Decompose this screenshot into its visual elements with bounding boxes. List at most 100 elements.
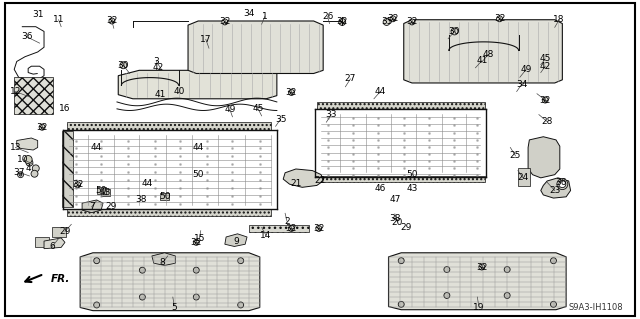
Text: 18: 18	[554, 15, 565, 24]
Text: 34: 34	[516, 80, 527, 89]
Bar	[248, 225, 309, 232]
Circle shape	[559, 181, 566, 188]
Bar	[317, 102, 485, 108]
Circle shape	[93, 258, 100, 264]
Bar	[62, 131, 73, 207]
Text: 42: 42	[540, 62, 551, 71]
Text: 15: 15	[194, 234, 205, 243]
Bar	[67, 209, 271, 216]
Text: 29: 29	[400, 223, 412, 232]
Circle shape	[444, 293, 450, 299]
Circle shape	[339, 19, 345, 25]
Text: 32: 32	[476, 263, 488, 271]
Polygon shape	[388, 253, 566, 310]
Text: 40: 40	[173, 87, 185, 96]
Text: 41: 41	[154, 90, 166, 99]
Bar	[97, 187, 106, 194]
Circle shape	[504, 267, 510, 272]
Text: 32: 32	[494, 14, 505, 23]
Text: 41: 41	[476, 56, 488, 65]
Text: 5: 5	[172, 303, 177, 312]
Text: 10: 10	[17, 155, 29, 164]
Circle shape	[383, 19, 390, 26]
Bar	[35, 237, 49, 247]
Text: 29: 29	[60, 227, 70, 236]
Circle shape	[24, 156, 32, 163]
Text: 28: 28	[541, 117, 553, 126]
Text: 44: 44	[374, 87, 386, 96]
Circle shape	[75, 182, 81, 188]
Text: 45: 45	[252, 104, 264, 113]
Text: 30: 30	[118, 61, 129, 70]
Bar	[13, 78, 53, 114]
Text: 35: 35	[381, 18, 392, 26]
Text: 36: 36	[556, 178, 567, 187]
Bar	[160, 193, 169, 200]
Text: 8: 8	[160, 258, 166, 267]
Text: 32: 32	[387, 14, 399, 23]
Text: 12: 12	[10, 87, 21, 96]
Polygon shape	[82, 200, 103, 213]
Text: 43: 43	[406, 184, 418, 193]
Circle shape	[140, 294, 145, 300]
Text: 6: 6	[49, 242, 55, 251]
Circle shape	[550, 258, 556, 264]
Text: 27: 27	[345, 74, 356, 83]
Circle shape	[193, 239, 199, 245]
Text: 16: 16	[60, 104, 70, 113]
Text: 26: 26	[322, 12, 333, 21]
Text: 21: 21	[290, 179, 301, 188]
Text: 32: 32	[313, 224, 324, 233]
Text: 32: 32	[106, 17, 118, 26]
Bar	[67, 122, 271, 130]
Circle shape	[479, 264, 484, 270]
Text: 32: 32	[219, 18, 230, 26]
Text: 1: 1	[262, 12, 268, 21]
Circle shape	[289, 226, 294, 231]
Circle shape	[557, 179, 568, 189]
Circle shape	[339, 19, 346, 26]
Circle shape	[289, 90, 294, 95]
Circle shape	[409, 19, 415, 25]
Text: S9A3-IH1108: S9A3-IH1108	[568, 303, 623, 312]
Text: 32: 32	[406, 18, 418, 26]
Text: 38: 38	[389, 213, 401, 222]
Text: 2: 2	[284, 217, 290, 226]
Text: 46: 46	[374, 184, 386, 193]
Text: 50: 50	[159, 192, 170, 201]
Circle shape	[120, 62, 127, 69]
Polygon shape	[152, 253, 175, 265]
Circle shape	[31, 170, 38, 177]
Text: 50: 50	[193, 170, 204, 179]
Text: 25: 25	[509, 151, 521, 160]
Text: 34: 34	[243, 9, 255, 18]
Circle shape	[497, 16, 502, 22]
Text: FR.: FR.	[51, 274, 70, 284]
Circle shape	[316, 226, 322, 231]
Text: 47: 47	[389, 196, 401, 204]
Text: 31: 31	[32, 10, 44, 19]
Circle shape	[26, 159, 33, 166]
Circle shape	[398, 301, 404, 307]
Text: 45: 45	[540, 55, 551, 63]
Text: 44: 44	[193, 143, 204, 152]
Text: 35: 35	[275, 115, 287, 123]
Polygon shape	[528, 137, 560, 178]
Text: 32: 32	[286, 224, 297, 233]
Text: 20: 20	[392, 218, 403, 226]
Polygon shape	[404, 20, 563, 83]
Text: 23: 23	[549, 186, 561, 195]
Bar	[317, 176, 485, 182]
Text: 37: 37	[13, 168, 24, 177]
Text: 7: 7	[89, 203, 95, 211]
Circle shape	[390, 16, 396, 22]
Text: 24: 24	[517, 173, 529, 182]
Polygon shape	[284, 169, 323, 187]
Text: 50: 50	[95, 186, 107, 195]
Text: 17: 17	[200, 35, 212, 44]
Text: 14: 14	[260, 231, 272, 240]
Polygon shape	[188, 21, 323, 73]
Text: 32: 32	[337, 18, 348, 26]
Text: 32: 32	[286, 88, 297, 97]
Text: 32: 32	[191, 238, 202, 247]
